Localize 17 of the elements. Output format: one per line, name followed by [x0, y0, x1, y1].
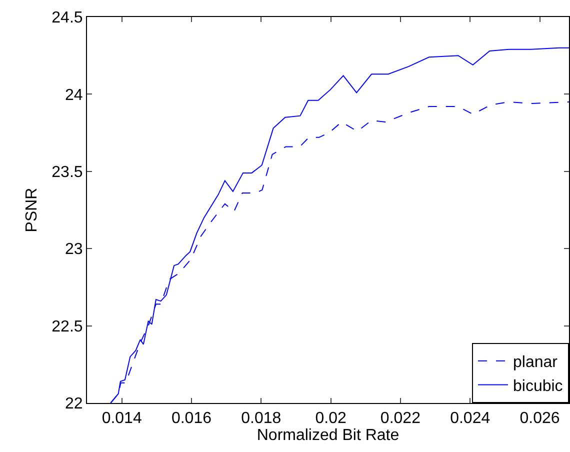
y-tick-label: 24.5	[52, 10, 83, 27]
y-tick-label: 23	[65, 241, 83, 258]
x-tick-label: 0.024	[450, 410, 490, 428]
y-tick-label: 22	[65, 396, 83, 413]
x-tick-label: 0.026	[520, 410, 560, 428]
x-axis-title: Normalized Bit Rate	[256, 427, 400, 444]
y-tick-label: 23.5	[52, 164, 83, 181]
y-tick-label: 22.5	[52, 318, 83, 336]
legend-label: bicubic	[513, 378, 563, 395]
x-tick-label: 0.014	[102, 410, 142, 428]
y-tick-label: 24	[65, 86, 83, 104]
y-axis-title: PSNR	[24, 188, 41, 232]
legend-label: planar	[513, 354, 558, 372]
x-tick-label: 0.022	[380, 410, 421, 428]
x-tick-label: 0.02	[315, 410, 346, 428]
x-tick-label: 0.018	[241, 410, 282, 428]
x-tick-label: 0.016	[171, 410, 212, 428]
